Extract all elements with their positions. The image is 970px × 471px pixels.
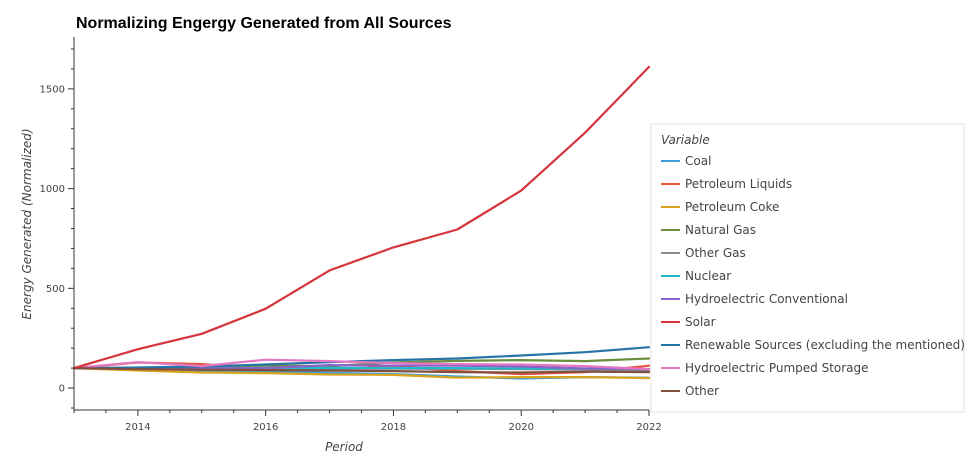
legend-box xyxy=(650,123,965,413)
x-tick-label: 2020 xyxy=(508,422,533,433)
legend-items: Coal Petroleum Liquids Petroleum Coke Natur… xyxy=(661,154,965,398)
legend-label: Nuclear xyxy=(685,269,731,283)
legend-label: Natural Gas xyxy=(685,223,756,237)
chart-title: Normalizing Engergy Generated from All S… xyxy=(76,15,452,32)
y-tick-label: 1500 xyxy=(40,84,65,95)
legend: Variable Coal Petroleum Liquids Petroleum … xyxy=(650,123,965,413)
legend-label: Other Gas xyxy=(685,246,746,260)
legend-title: Variable xyxy=(661,133,710,147)
plot-area xyxy=(72,65,651,380)
x-tick-label: 2014 xyxy=(125,422,150,433)
series-line-other xyxy=(72,367,651,374)
series-line-solar xyxy=(72,65,651,370)
legend-label: Solar xyxy=(685,315,716,329)
series-line-hydroelectric-pumped-storage xyxy=(72,358,651,371)
legend-label: Petroleum Coke xyxy=(685,200,779,214)
y-tick-label: 0 xyxy=(59,384,65,395)
y-axis-label: Energy Generated (Normalized) xyxy=(20,128,34,319)
x-axis-label: Period xyxy=(325,440,363,454)
series-line-petroleum-coke xyxy=(72,367,651,380)
x-tick-label: 2016 xyxy=(253,422,278,433)
x-tick-label: 2022 xyxy=(636,422,661,433)
legend-label: Coal xyxy=(685,154,711,168)
legend-label: Hydroelectric Pumped Storage xyxy=(685,361,869,375)
x-tick-label: 2018 xyxy=(381,422,406,433)
y-tick-label: 500 xyxy=(46,284,65,295)
x-ticks: 2014 2016 2018 2020 2022 xyxy=(73,410,662,433)
y-tick-label: 1000 xyxy=(40,184,65,195)
legend-label: Renewable Sources (excluding the mention… xyxy=(685,338,965,352)
legend-label: Petroleum Liquids xyxy=(685,177,792,191)
legend-label: Other xyxy=(685,384,719,398)
legend-label: Hydroelectric Conventional xyxy=(685,292,848,306)
y-ticks: 0 500 1000 1500 xyxy=(40,48,74,409)
